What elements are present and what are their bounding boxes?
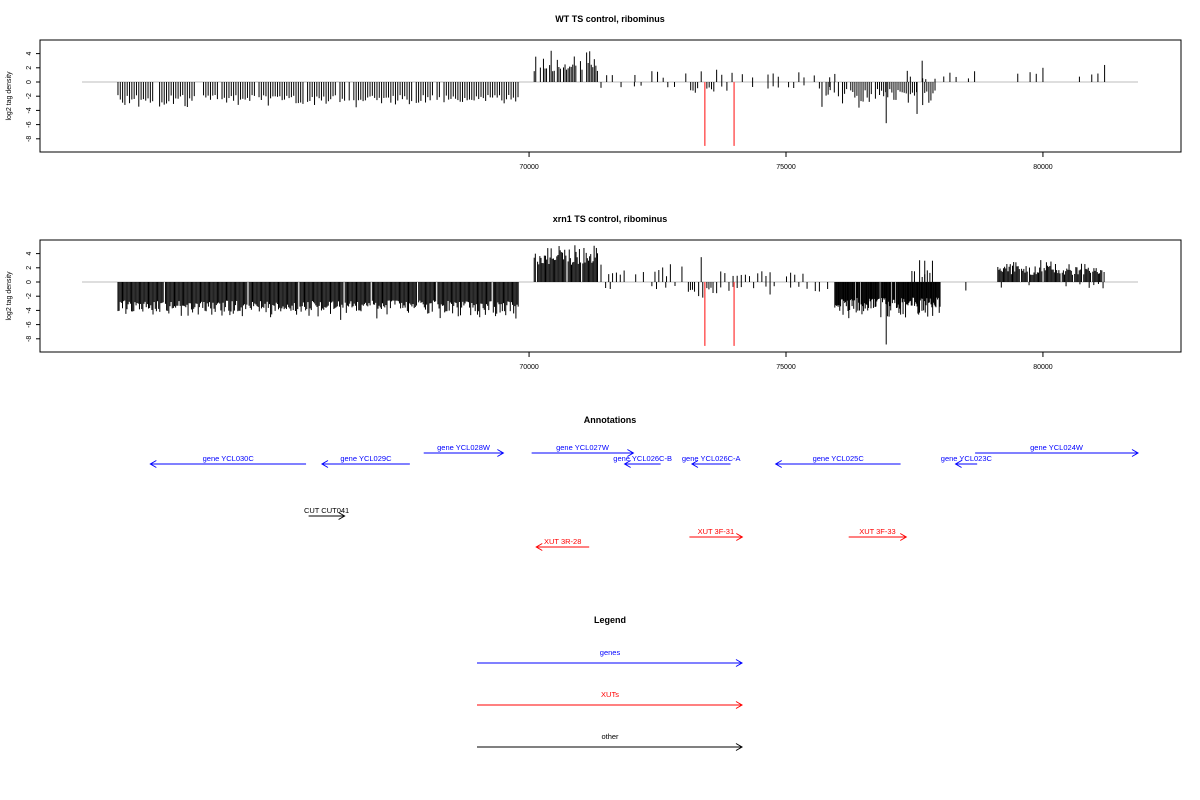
y-tick-label: -2 <box>26 93 33 99</box>
y-tick-label: 4 <box>26 252 33 256</box>
feature-arrowhead <box>320 460 329 468</box>
legend-arrowhead <box>735 701 743 709</box>
y-tick-label: -4 <box>26 307 33 313</box>
annotation-feature: gene YCL029C <box>320 454 410 468</box>
annotation-feature: gene YCL030C <box>149 454 307 468</box>
xrn1-y-axis: 4 2 0 -2 -4 -6 -8 <box>26 252 41 342</box>
annotations-title: Annotations <box>584 415 637 425</box>
y-tick-label: 0 <box>26 280 33 284</box>
feature-label: XUT 3R-28 <box>544 537 581 546</box>
feature-label: gene YCL024W <box>1030 443 1084 452</box>
x-tick-label: 70000 <box>519 164 539 171</box>
feature-arrowhead <box>623 460 631 468</box>
feature-label: gene YCL023C <box>941 454 993 463</box>
legend-arrowhead <box>735 743 743 751</box>
annotation-feature: gene YCL028W <box>423 443 505 457</box>
feature-arrowhead <box>535 543 543 551</box>
x-tick-label: 80000 <box>1033 364 1053 371</box>
annotation-feature: XUT 3R-28 <box>535 537 590 551</box>
y-tick-label: -4 <box>26 107 33 113</box>
feature-label: gene YCL030C <box>203 454 255 463</box>
legend-label: genes <box>600 648 621 657</box>
feature-arrowhead <box>627 449 635 457</box>
legend-entries: genes XUTs other <box>477 648 743 751</box>
legend-entry: other <box>477 732 743 751</box>
feature-arrowhead <box>338 512 346 520</box>
legend-entry: genes <box>477 648 743 667</box>
annotation-track: Annotations gene YCL030C gene YCL029Cgene… <box>149 415 1139 551</box>
y-tick-label: 2 <box>26 266 33 270</box>
wt-density-bars <box>117 50 1106 124</box>
feature-label: gene YCL025C <box>813 454 865 463</box>
feature-label: gene YCL026C-B <box>613 454 672 463</box>
annotation-feature: gene YCL023C <box>941 454 993 468</box>
x-tick-label: 75000 <box>776 164 796 171</box>
wt-highlight-marks <box>704 82 735 146</box>
xrn1-density-bars <box>117 245 1105 345</box>
annotation-feature: gene YCL026C-B <box>613 454 672 468</box>
feature-label: gene YCL027W <box>556 443 610 452</box>
annotation-feature: gene YCL024W <box>975 443 1139 457</box>
wt-y-axis: 4 2 0 -2 -4 -6 -8 <box>26 52 41 142</box>
feature-arrowhead <box>1131 449 1139 457</box>
y-tick-label: -6 <box>26 121 33 127</box>
x-tick-label: 70000 <box>519 364 539 371</box>
y-tick-label: -2 <box>26 293 33 299</box>
annotation-feature: gene YCL027W <box>531 443 635 457</box>
xrn1-x-axis: 70000 75000 80000 <box>519 351 1053 371</box>
xrn1-track-panel: xrn1 TS control, ribominus 4 2 0 -2 -4 -6 -8 7… <box>6 214 1182 371</box>
wt-y-axis-label: log2 tag density <box>6 71 13 121</box>
legend-label: XUTs <box>601 690 619 699</box>
y-tick-label: 2 <box>26 66 33 70</box>
feature-arrowhead <box>690 460 699 468</box>
annotation-feature: gene YCL026C-A <box>682 454 741 468</box>
feature-arrowhead <box>899 533 908 541</box>
feature-arrowhead <box>954 460 962 468</box>
xrn1-y-axis-label: log2 tag density <box>6 271 13 321</box>
wt-track-title: WT TS control, ribominus <box>555 14 665 24</box>
feature-arrowhead <box>774 460 782 468</box>
annotation-feature: XUT 3F-31 <box>689 527 744 541</box>
y-tick-label: 4 <box>26 52 33 56</box>
legend: Legend genes XUTs other <box>477 615 743 751</box>
feature-arrowhead <box>736 533 744 541</box>
legend-arrowhead <box>735 659 743 667</box>
feature-label: CUT CUT041 <box>304 506 349 515</box>
xrn1-highlight-marks <box>704 282 735 346</box>
feature-label: gene YCL026C-A <box>682 454 741 463</box>
feature-label: gene YCL028W <box>437 443 491 452</box>
x-tick-label: 80000 <box>1033 164 1053 171</box>
legend-title: Legend <box>594 615 626 625</box>
x-tick-label: 75000 <box>776 364 796 371</box>
y-tick-label: -8 <box>26 336 33 342</box>
y-tick-label: -6 <box>26 321 33 327</box>
y-tick-label: -8 <box>26 136 33 142</box>
annotation-feature: CUT CUT041 <box>304 506 349 520</box>
feature-label: XUT 3F-33 <box>859 527 896 536</box>
feature-label: XUT 3F-31 <box>698 527 735 536</box>
annotation-feature: XUT 3F-33 <box>848 527 908 541</box>
legend-entry: XUTs <box>477 690 743 709</box>
annotation-features: gene YCL030C gene YCL029C gene YCL028W gene… <box>149 443 1139 551</box>
wt-x-axis: 70000 75000 80000 <box>519 151 1053 171</box>
wt-plot-frame <box>39 39 1182 153</box>
feature-arrowhead <box>497 449 505 457</box>
wt-track-panel: WT TS control, ribominus 4 2 0 -2 -4 -6 -8 700… <box>6 14 1182 171</box>
feature-label: gene YCL029C <box>340 454 392 463</box>
legend-label: other <box>601 732 619 741</box>
feature-arrowhead <box>149 460 157 468</box>
annotation-feature: gene YCL025C <box>774 454 901 468</box>
xrn1-track-title: xrn1 TS control, ribominus <box>553 214 668 224</box>
y-tick-label: 0 <box>26 80 33 84</box>
